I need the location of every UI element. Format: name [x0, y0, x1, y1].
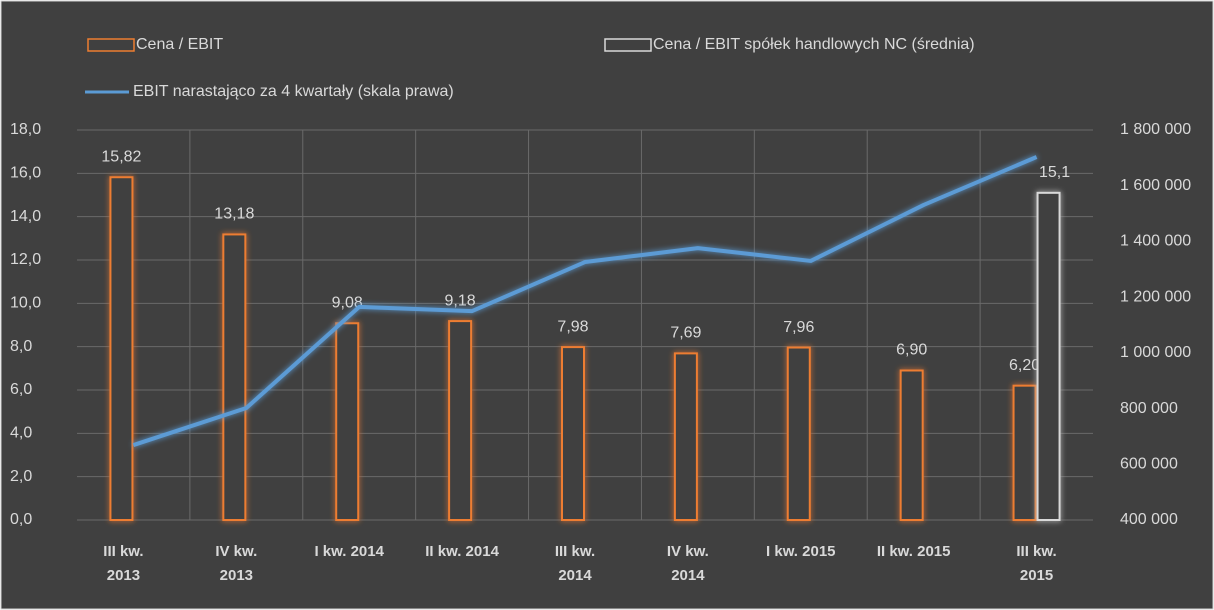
data-label: 9,08 [332, 294, 363, 311]
bar [222, 233, 247, 522]
legend-label: EBIT narastająco za 4 kwartały (skala pr… [133, 83, 454, 100]
y2-tick-label: 400 000 [1120, 511, 1178, 528]
bar [561, 346, 585, 521]
bar [109, 176, 134, 521]
data-label: 7,96 [783, 319, 814, 336]
data-label: 9,18 [445, 292, 476, 309]
y-tick-label: 10,0 [10, 295, 41, 312]
y2-tick-label: 800 000 [1120, 400, 1178, 417]
y2-tick-label: 1 600 000 [1120, 177, 1191, 194]
data-label: 13,18 [214, 206, 254, 223]
bar [899, 369, 924, 521]
data-label: 7,98 [557, 318, 588, 335]
x-tick-label: I kw. 2015 [766, 543, 836, 560]
y-tick-label: 6,0 [10, 381, 32, 398]
bar [335, 322, 360, 521]
y-tick-label: 0,0 [10, 511, 32, 528]
y2-tick-label: 1 800 000 [1120, 121, 1191, 138]
bar [673, 352, 698, 521]
y-tick-label: 14,0 [10, 208, 41, 225]
y2-tick-label: 1 400 000 [1120, 233, 1191, 250]
x-tick-label: II kw. 2015 [876, 543, 951, 560]
legend-label: Cena / EBIT [136, 36, 223, 53]
x-tick-label: IV kw. 2014 [666, 543, 709, 584]
y-tick-label: 18,0 [10, 121, 41, 138]
y-tick-label: 2,0 [10, 468, 32, 485]
data-label: 15,1 [1039, 164, 1070, 181]
y-tick-label: 4,0 [10, 425, 32, 442]
data-label: 15,82 [101, 148, 141, 165]
bar [1012, 384, 1037, 521]
y2-tick-label: 1 200 000 [1120, 288, 1191, 305]
y2-tick-label: 600 000 [1120, 456, 1178, 473]
x-tick-label: I kw. 2014 [314, 543, 384, 560]
x-tick-label: III kw. 2014 [554, 543, 596, 584]
legend-label: Cena / EBIT spółek handlowych NC (średni… [653, 36, 975, 53]
y-tick-label: 12,0 [10, 251, 41, 268]
data-label: 6,20 [1009, 357, 1040, 374]
line [132, 155, 1038, 447]
bar [448, 320, 473, 521]
y-tick-label: 16,0 [10, 165, 41, 182]
data-label: 7,69 [670, 325, 701, 342]
legend-swatch [604, 38, 652, 52]
x-tick-label: II kw. 2014 [425, 543, 499, 560]
bar [1036, 191, 1061, 521]
y2-tick-label: 1 000 000 [1120, 344, 1191, 361]
x-tick-label: III kw. 2015 [1016, 543, 1057, 584]
x-tick-label: IV kw. 2013 [215, 543, 258, 584]
x-tick-label: III kw. 2013 [103, 543, 144, 584]
bar [786, 346, 811, 521]
legend-swatch [87, 38, 135, 52]
data-label: 6,90 [896, 342, 927, 359]
y-tick-label: 8,0 [10, 338, 32, 355]
